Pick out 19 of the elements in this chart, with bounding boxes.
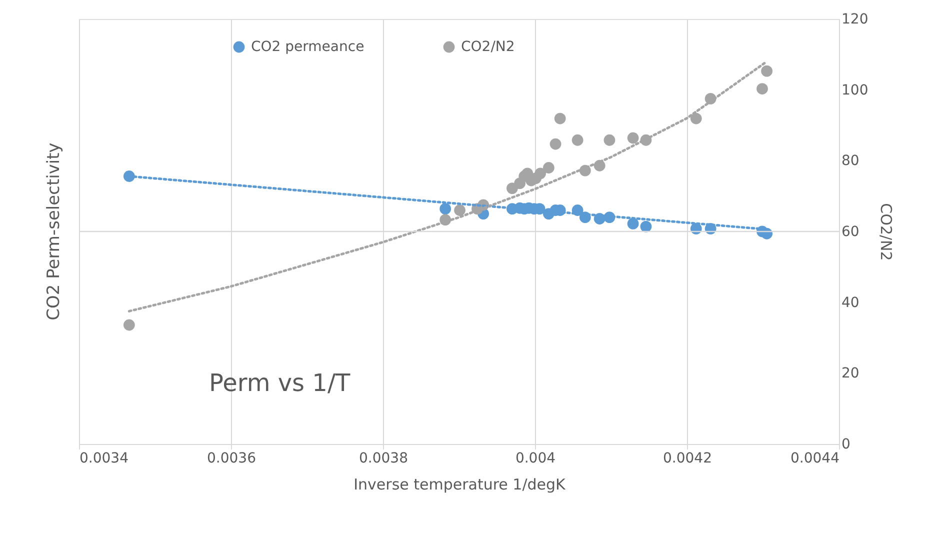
y-axis-title: CO2 Perm-selectivity xyxy=(44,142,64,320)
x-tick-label: 0.0044 xyxy=(790,450,840,466)
x-tick-label: 0.0042 xyxy=(663,450,712,466)
annotation: Perm vs 1/T xyxy=(209,369,351,397)
y2-tick-label: 80 xyxy=(842,153,860,170)
y2-tick-label: 60 xyxy=(842,224,860,240)
y2-tick-label: 40 xyxy=(842,294,860,311)
x-tick-label: 0.0034 xyxy=(80,450,129,466)
x-axis-title: Inverse temperature 1/degK xyxy=(354,476,567,494)
legend-label: CO2/N2 xyxy=(461,39,515,55)
y2-tick-label: 20 xyxy=(842,366,860,382)
x-tick-label: 0.0036 xyxy=(207,450,256,466)
x-tick-label: 0.0038 xyxy=(359,450,408,466)
y2-tick-label: 100 xyxy=(842,82,868,98)
legend-label: CO2 permeance xyxy=(251,39,364,55)
y2-axis-title: CO2/N2 xyxy=(877,203,896,261)
y2-tick-label: 0 xyxy=(842,436,850,452)
y2-tick-label: 120 xyxy=(842,12,868,28)
x-tick-label: 0.004 xyxy=(515,450,556,466)
